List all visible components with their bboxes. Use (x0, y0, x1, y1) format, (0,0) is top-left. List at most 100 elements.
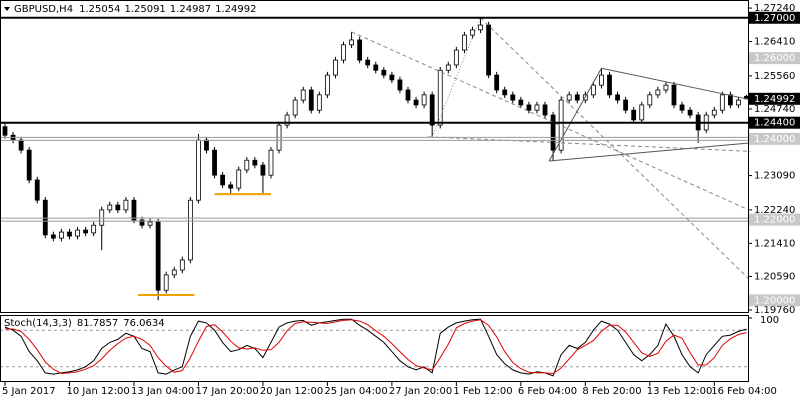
candle-body (292, 99, 298, 116)
bid-label-box (749, 92, 800, 105)
candle-body (719, 94, 725, 111)
trend-line (431, 17, 482, 138)
y-tick-label: 1.21410 (754, 238, 795, 249)
candle-body (300, 89, 306, 101)
trend-line (601, 67, 751, 101)
level-label-box (749, 116, 800, 129)
stoch-main-value: 81.7857 (77, 318, 118, 329)
candle-body (542, 104, 548, 116)
x-tick-label: 10 Jan 12:00 (66, 386, 129, 397)
candle-body (91, 224, 97, 234)
candle-body (615, 94, 620, 101)
candle-body (518, 99, 524, 106)
level-label-box (749, 52, 800, 65)
candle-body (139, 219, 145, 226)
level-label-box (749, 213, 800, 226)
candle-body (687, 109, 693, 116)
candle-body (639, 104, 645, 121)
candle-body (42, 199, 48, 236)
x-tick-label: 6 Feb 04:00 (518, 386, 577, 397)
collapse-icon[interactable] (4, 7, 10, 11)
candle-body (486, 24, 492, 76)
x-tick-label: 5 Jan 2017 (2, 386, 56, 397)
candle-body (252, 159, 258, 166)
candle-body (324, 74, 330, 96)
plot-layer: 1.27240 1.26410 1.25560 1.24740 1.23090 1.222… (0, 3, 800, 397)
y-tick-label: 1.26410 (754, 37, 795, 48)
candle-body (526, 104, 532, 111)
candle-body (711, 109, 717, 116)
y-tick-label: 1.27240 (754, 3, 795, 14)
candle-body (405, 89, 411, 101)
candle-body (590, 84, 596, 96)
candle-body (357, 39, 363, 61)
x-tick-label: 1 Feb 12:00 (453, 386, 512, 397)
y-tick-label: 1.25560 (754, 71, 795, 82)
x-tick-label: 27 Jan 20:00 (389, 386, 452, 397)
x-tick-label: 13 Jan 04:00 (131, 386, 194, 397)
candle-body (107, 204, 113, 211)
y-tick-label: 1.19760 (754, 305, 795, 316)
open-value: 1.25054 (79, 4, 120, 15)
x-tick-label: 25 Jan 04:00 (324, 386, 387, 397)
candle-body (50, 234, 56, 239)
candle-body (437, 69, 443, 126)
candle-body (26, 149, 32, 181)
level-label-box (749, 11, 800, 24)
y-tick-label: 1.20590 (754, 271, 795, 282)
candle-body (599, 74, 604, 86)
candle-body (155, 221, 161, 291)
candle-body (631, 109, 637, 121)
level-label: 1.22000 (754, 215, 795, 226)
candle-body (728, 94, 733, 106)
candle-body (284, 114, 290, 126)
candle-body (534, 104, 540, 111)
stoch-frame (0, 315, 749, 382)
candle-body (470, 29, 475, 36)
candle-body (647, 94, 653, 106)
candle-body (671, 84, 677, 106)
x-tick-label: 20 Jan 12:00 (260, 386, 323, 397)
candle-body (736, 99, 741, 106)
x-tick-label: 16 Feb 04:00 (711, 386, 777, 397)
level-label-box (749, 294, 800, 307)
level-label: 1.27000 (754, 13, 795, 24)
level-label: 1.26000 (754, 53, 795, 64)
candle-body (502, 89, 508, 96)
level-label-box (749, 132, 800, 145)
candle-body (236, 169, 242, 189)
candle-body (607, 74, 612, 96)
trend-line (549, 142, 751, 162)
candle-body (83, 229, 88, 234)
candle-body (2, 126, 8, 136)
candle-body (18, 139, 24, 151)
candle-body (381, 69, 387, 76)
candle-body (349, 39, 354, 46)
stoch-line (5, 319, 747, 375)
candle-body (67, 231, 72, 237)
candle-body (623, 99, 629, 111)
candle-body (260, 164, 266, 176)
candle-body (99, 209, 105, 226)
candle-body (373, 64, 379, 71)
level-label: 1.20000 (754, 295, 795, 306)
candle-body (59, 231, 64, 239)
candle-body (478, 24, 483, 31)
candle-body (429, 94, 435, 126)
trend-line (548, 67, 602, 162)
x-tick-label: 8 Feb 20:00 (582, 386, 641, 397)
level-label: 1.24400 (754, 118, 795, 129)
candle-body (333, 59, 338, 76)
y-tick-label: 1.23090 (754, 171, 795, 182)
candle-body (75, 229, 80, 237)
candle-body (413, 99, 419, 106)
candle-body (163, 274, 169, 291)
trend-line (351, 31, 751, 212)
candle-body (123, 199, 129, 211)
stoch-header: Stoch(14,3,3) 81.7857 76.0634 (4, 318, 165, 329)
candle-body (574, 94, 580, 101)
candle-body (308, 89, 314, 111)
candle-body (115, 204, 121, 211)
chart-header: GBPUSD,H4 1.25054 1.25091 1.24987 1.24992 (14, 4, 257, 15)
